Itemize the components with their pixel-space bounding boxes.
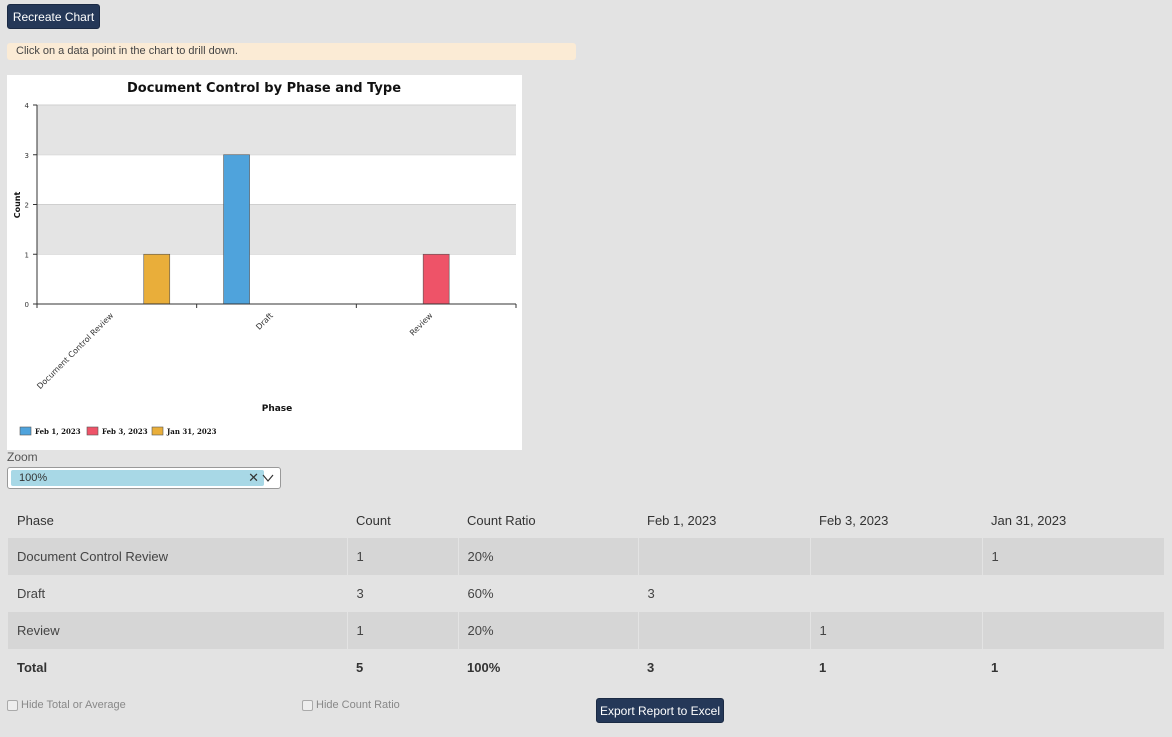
table-cell: 1 [981, 538, 1164, 575]
table-cell: 20% [457, 612, 638, 649]
grid-band [37, 204, 516, 255]
legend-label: Feb 1, 2023 [35, 427, 81, 436]
bar [223, 154, 250, 305]
hide-total-checkbox[interactable]: Hide Total or Average [7, 699, 126, 711]
table-cell: 60% [457, 575, 638, 612]
chevron-down-icon[interactable] [262, 473, 274, 483]
y-tick-label: 0 [25, 301, 29, 309]
hide-count-ratio-label: Hide Count Ratio [316, 699, 400, 711]
table-row[interactable]: Review 1 20% 1 [8, 612, 1164, 649]
table-total-row: Total 5 100% 3 1 1 [8, 649, 1164, 686]
clear-icon[interactable]: ✕ [248, 470, 259, 485]
table-cell: 3 [647, 660, 655, 675]
table-cell [981, 612, 1164, 649]
table-cell: 1 [809, 612, 982, 649]
y-tick-label: 2 [25, 202, 29, 210]
table-cell [637, 538, 810, 575]
table-row[interactable]: Document Control Review 1 20% 1 [8, 538, 1164, 575]
export-excel-button[interactable]: Export Report to Excel [596, 698, 724, 723]
y-tick-label: 3 [25, 152, 29, 160]
recreate-chart-button[interactable]: Recreate Chart [7, 4, 100, 29]
legend-swatch [86, 426, 99, 436]
table-cell: Draft [17, 586, 46, 601]
zoom-select[interactable]: 100% ✕ [7, 467, 281, 489]
bar-chart: Document Control by Phase and Type 0 1 2 3 4 C… [13, 81, 517, 436]
table-cell: 1 [346, 612, 458, 649]
column-header-count-ratio[interactable]: Count Ratio [467, 512, 536, 528]
column-header-phase[interactable]: Phase [17, 512, 54, 528]
zoom-selected-value: 100% ✕ [11, 470, 264, 486]
table-header-row: Phase Count Count Ratio Feb 1, 2023 Feb … [8, 502, 1164, 538]
checkbox-box[interactable] [7, 699, 18, 711]
zoom-label: Zoom [7, 450, 38, 464]
table-cell [809, 575, 982, 612]
table-cell: 20% [457, 538, 638, 575]
chart-title: Document Control by Phase and Type [127, 81, 401, 96]
table-cell: Review [8, 612, 347, 649]
table-cell: 1 [346, 538, 458, 575]
legend-swatch [151, 426, 164, 436]
column-header-feb-3[interactable]: Feb 3, 2023 [819, 512, 889, 528]
table-cell: 5 [356, 660, 364, 675]
x-axis-label: Phase [262, 404, 293, 414]
x-tick-label: Document Control Review [35, 311, 115, 391]
x-tick-label: Review [408, 311, 435, 338]
table-cell: 3 [637, 575, 810, 612]
table-cell: 1 [819, 660, 827, 675]
zoom-value-text: 100% [19, 472, 48, 484]
column-header-jan-31[interactable]: Jan 31, 2023 [991, 512, 1067, 528]
y-axis-label: Count [13, 192, 22, 219]
table-row[interactable]: Draft 3 60% 3 [8, 575, 1164, 612]
bar [143, 253, 171, 305]
checkbox-box[interactable] [302, 699, 313, 711]
table-cell: 100% [467, 660, 501, 675]
y-tick-label: 4 [25, 102, 30, 110]
table-cell: Document Control Review [8, 538, 347, 575]
column-header-feb-1[interactable]: Feb 1, 2023 [647, 512, 717, 528]
grid-band [37, 105, 516, 155]
table-cell: Total [17, 660, 48, 675]
column-header-count[interactable]: Count [356, 512, 391, 528]
table-cell [809, 538, 982, 575]
legend-swatch [19, 426, 32, 436]
table-cell [981, 575, 1164, 612]
legend-label: Jan 31, 2023 [166, 427, 217, 436]
chart-panel: Document Control by Phase and Type 0 1 2 3 4 C… [7, 75, 522, 450]
table-cell: 1 [991, 660, 999, 675]
hide-total-label: Hide Total or Average [21, 699, 126, 711]
legend-label: Feb 3, 2023 [102, 427, 148, 436]
bar [422, 253, 450, 305]
table-cell [637, 612, 810, 649]
y-tick-label: 1 [25, 251, 29, 259]
table-cell: 3 [346, 575, 458, 612]
hide-count-ratio-checkbox[interactable]: Hide Count Ratio [302, 699, 400, 711]
x-tick-label: Draft [254, 311, 275, 332]
drill-down-hint: Click on a data point in the chart to dr… [7, 43, 576, 60]
report-table: Phase Count Count Ratio Feb 1, 2023 Feb … [8, 502, 1164, 686]
